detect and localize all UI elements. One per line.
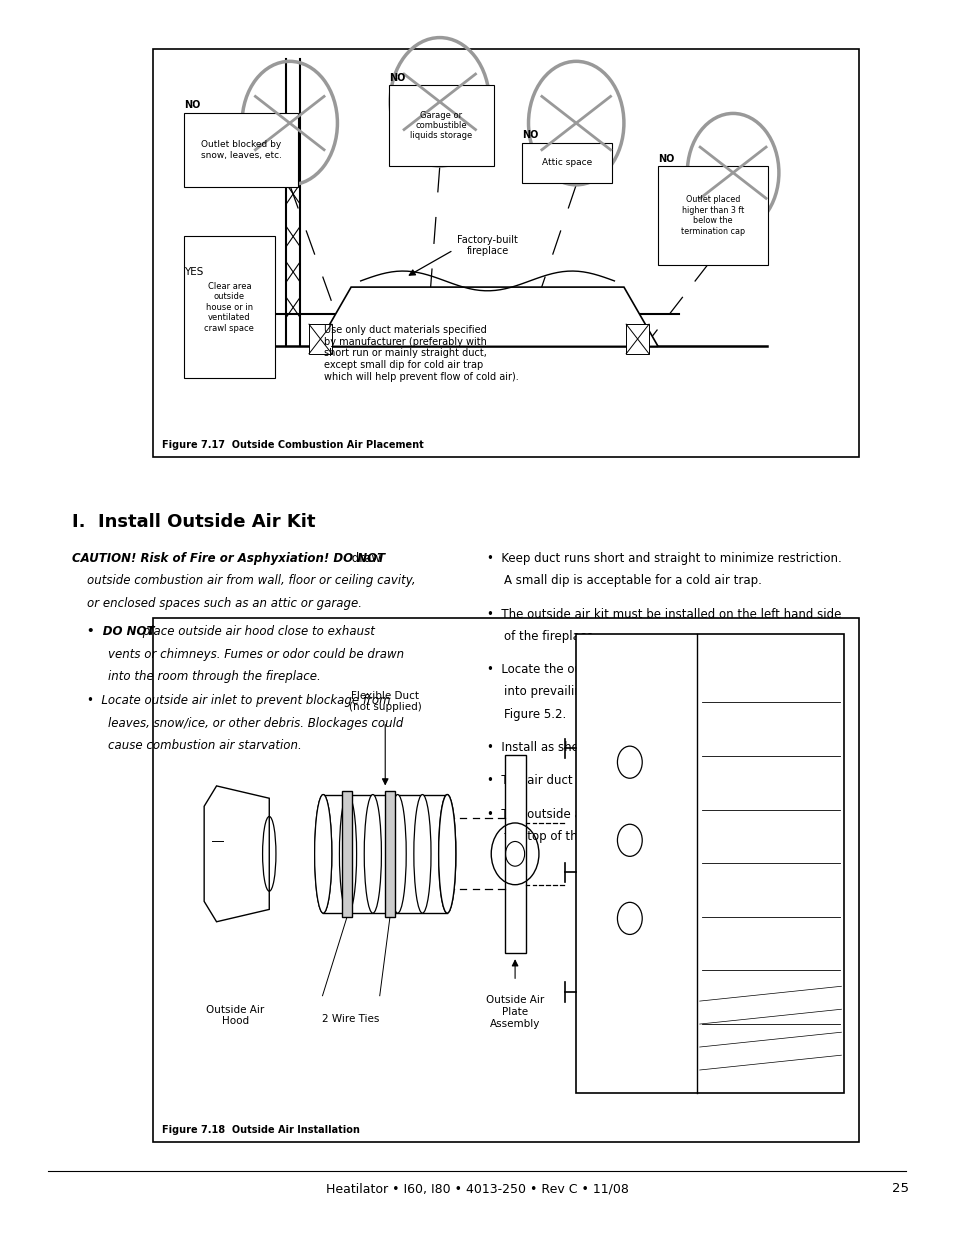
FancyBboxPatch shape [504,755,525,952]
FancyBboxPatch shape [388,85,493,165]
Text: Use only duct materials specified
by manufacturer (preferably with
short run or : Use only duct materials specified by man… [323,325,518,382]
Ellipse shape [364,794,381,913]
FancyBboxPatch shape [152,49,858,457]
Text: NO: NO [521,130,537,140]
Text: •  Install as shown in Figures 7.16, 7.17 and 7.18.: • Install as shown in Figures 7.16, 7.17… [486,741,779,755]
Text: 25: 25 [891,1182,908,1195]
FancyBboxPatch shape [309,324,332,353]
Text: Garage or
combustible
liquids storage: Garage or combustible liquids storage [410,111,472,141]
FancyBboxPatch shape [576,634,843,1093]
Text: of the fireplace.: of the fireplace. [503,630,597,643]
Text: or enclosed spaces such as an attic or garage.: or enclosed spaces such as an attic or g… [87,597,361,610]
Text: CAUTION! Risk of Fire or Asphyxiation! DO NOT: CAUTION! Risk of Fire or Asphyxiation! D… [71,552,384,566]
Text: place outside air hood close to exhaust: place outside air hood close to exhaust [139,625,375,638]
Text: •  The outside air hood must be at least 3 ft (.91 m) below: • The outside air hood must be at least … [486,808,831,821]
Text: NO: NO [388,73,405,83]
Text: Factory-built
fireplace: Factory-built fireplace [456,235,517,256]
Text: YES: YES [184,267,203,277]
Text: Figure 7.18  Outside Air Installation: Figure 7.18 Outside Air Installation [162,1125,359,1135]
Text: draw: draw [348,552,381,566]
Text: •  The air duct may be run vertically.: • The air duct may be run vertically. [486,774,704,788]
Text: I.  Install Outside Air Kit: I. Install Outside Air Kit [71,513,314,531]
Text: Outside Air
Hood: Outside Air Hood [206,1005,264,1026]
FancyBboxPatch shape [184,112,298,186]
Text: Flexible Duct
(not supplied): Flexible Duct (not supplied) [349,690,421,713]
Text: •  Locate the outside air hood in a clear area, preferably: • Locate the outside air hood in a clear… [486,663,820,677]
FancyBboxPatch shape [625,324,648,353]
Text: •  DO NOT: • DO NOT [87,625,154,638]
Text: cause combustion air starvation.: cause combustion air starvation. [108,739,301,752]
Polygon shape [204,785,269,921]
Text: Heatilator • I60, I80 • 4013-250 • Rev C • 11/08: Heatilator • I60, I80 • 4013-250 • Rev C… [325,1182,628,1195]
Text: 2 Wire Ties: 2 Wire Ties [322,1014,379,1024]
Text: Clear area
outside
house or in
ventilated
crawl space: Clear area outside house or in ventilate… [204,282,254,332]
FancyBboxPatch shape [385,790,395,916]
Ellipse shape [339,794,356,913]
Text: •  Keep duct runs short and straight to minimize restriction.: • Keep duct runs short and straight to m… [486,552,841,566]
Text: the top of the uppermost chimney section.: the top of the uppermost chimney section… [503,830,756,844]
Text: Attic space: Attic space [541,158,592,168]
Ellipse shape [314,794,332,913]
FancyBboxPatch shape [658,165,767,264]
Text: Outlet blocked by
snow, leaves, etc.: Outlet blocked by snow, leaves, etc. [200,140,281,159]
Text: Figure 7.17  Outside Combustion Air Placement: Figure 7.17 Outside Combustion Air Place… [162,440,423,450]
Ellipse shape [438,794,456,913]
Ellipse shape [414,794,431,913]
Text: •  The outside air kit must be installed on the left hand side: • The outside air kit must be installed … [486,608,840,621]
Polygon shape [316,287,658,346]
Text: Outlet placed
higher than 3 ft
below the
termination cap: Outlet placed higher than 3 ft below the… [680,195,744,236]
FancyBboxPatch shape [521,142,612,183]
Ellipse shape [389,794,406,913]
Text: •  Locate outside air inlet to prevent blockage from: • Locate outside air inlet to prevent bl… [87,694,390,708]
Text: NO: NO [658,153,674,163]
Text: leaves, snow/ice, or other debris. Blockages could: leaves, snow/ice, or other debris. Block… [108,716,403,730]
FancyBboxPatch shape [184,236,274,378]
Text: A small dip is acceptable for a cold air trap.: A small dip is acceptable for a cold air… [503,574,760,588]
FancyBboxPatch shape [152,618,858,1142]
Text: vents or chimneys. Fumes or odor could be drawn: vents or chimneys. Fumes or odor could b… [108,647,403,661]
Text: NO: NO [184,100,200,110]
Text: into prevailing wind during the heating season. Refer to: into prevailing wind during the heating … [503,685,834,699]
Text: outside combustion air from wall, floor or ceiling cavity,: outside combustion air from wall, floor … [87,574,415,588]
Text: Outside Air
Plate
Assembly: Outside Air Plate Assembly [485,995,543,1029]
FancyBboxPatch shape [342,790,352,916]
Ellipse shape [438,794,456,913]
Text: into the room through the fireplace.: into the room through the fireplace. [108,669,320,683]
Text: Figure 5.2.: Figure 5.2. [503,708,565,721]
Ellipse shape [314,794,332,913]
